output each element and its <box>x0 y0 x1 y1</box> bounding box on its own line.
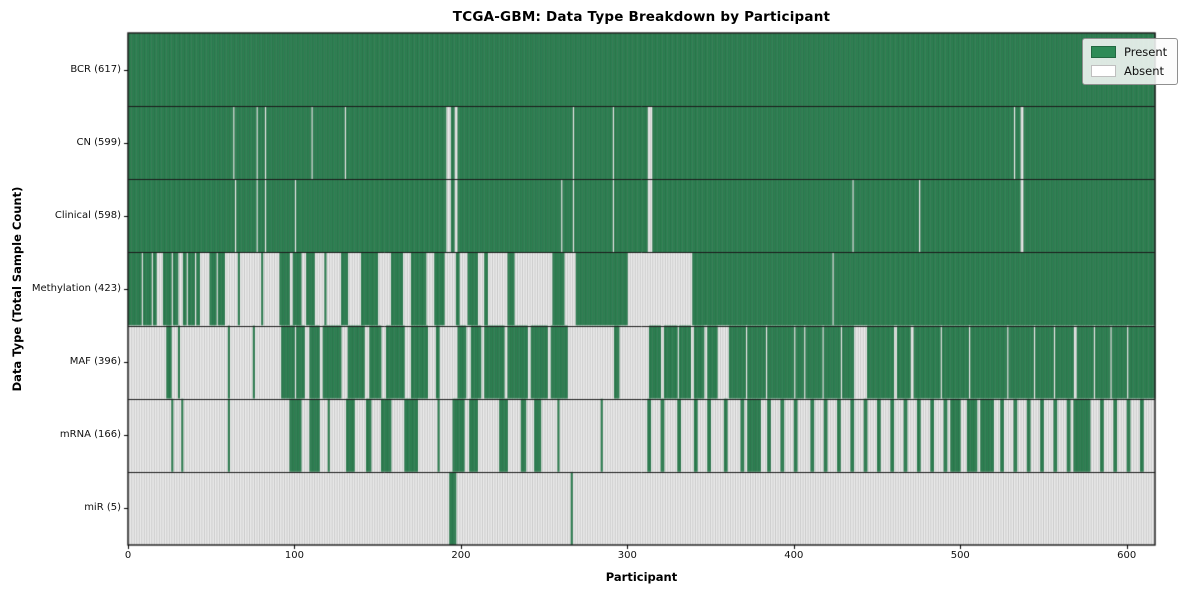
y-tick-label-Clinical: Clinical (598) <box>54 209 121 221</box>
x-tick-label-200: 200 <box>451 550 471 561</box>
y-tick-label-Methylation: Methylation (423) <box>31 283 121 294</box>
x-tick-label-600: 600 <box>1117 550 1137 561</box>
x-tick-label-0: 0 <box>124 550 132 561</box>
x-tick-label-500: 500 <box>950 550 970 561</box>
y-tick-label-CN: CN (599) <box>76 136 121 148</box>
y-tick-label-mRNA: mRNA (166) <box>59 429 121 441</box>
y-tick-label-MAF: MAF (396) <box>69 356 121 368</box>
legend: Present Absent <box>1082 38 1179 85</box>
legend-item-absent: Absent <box>1091 64 1167 78</box>
x-tick-label-300: 300 <box>617 550 637 561</box>
legend-item-present: Present <box>1091 45 1167 59</box>
x-axis-label: Participant <box>605 570 678 584</box>
chart-title: TCGA-GBM: Data Type Breakdown by Partici… <box>452 9 831 25</box>
legend-swatch-absent-icon <box>1091 65 1116 77</box>
legend-label-present: Present <box>1124 45 1168 59</box>
legend-label-absent: Absent <box>1124 64 1165 78</box>
x-tick-label-400: 400 <box>784 550 804 561</box>
legend-swatch-present-icon <box>1091 46 1116 58</box>
x-tick-label-100: 100 <box>284 550 304 561</box>
y-tick-label-BCR: BCR (617) <box>70 63 121 75</box>
y-tick-label-miR: miR (5) <box>84 502 121 514</box>
